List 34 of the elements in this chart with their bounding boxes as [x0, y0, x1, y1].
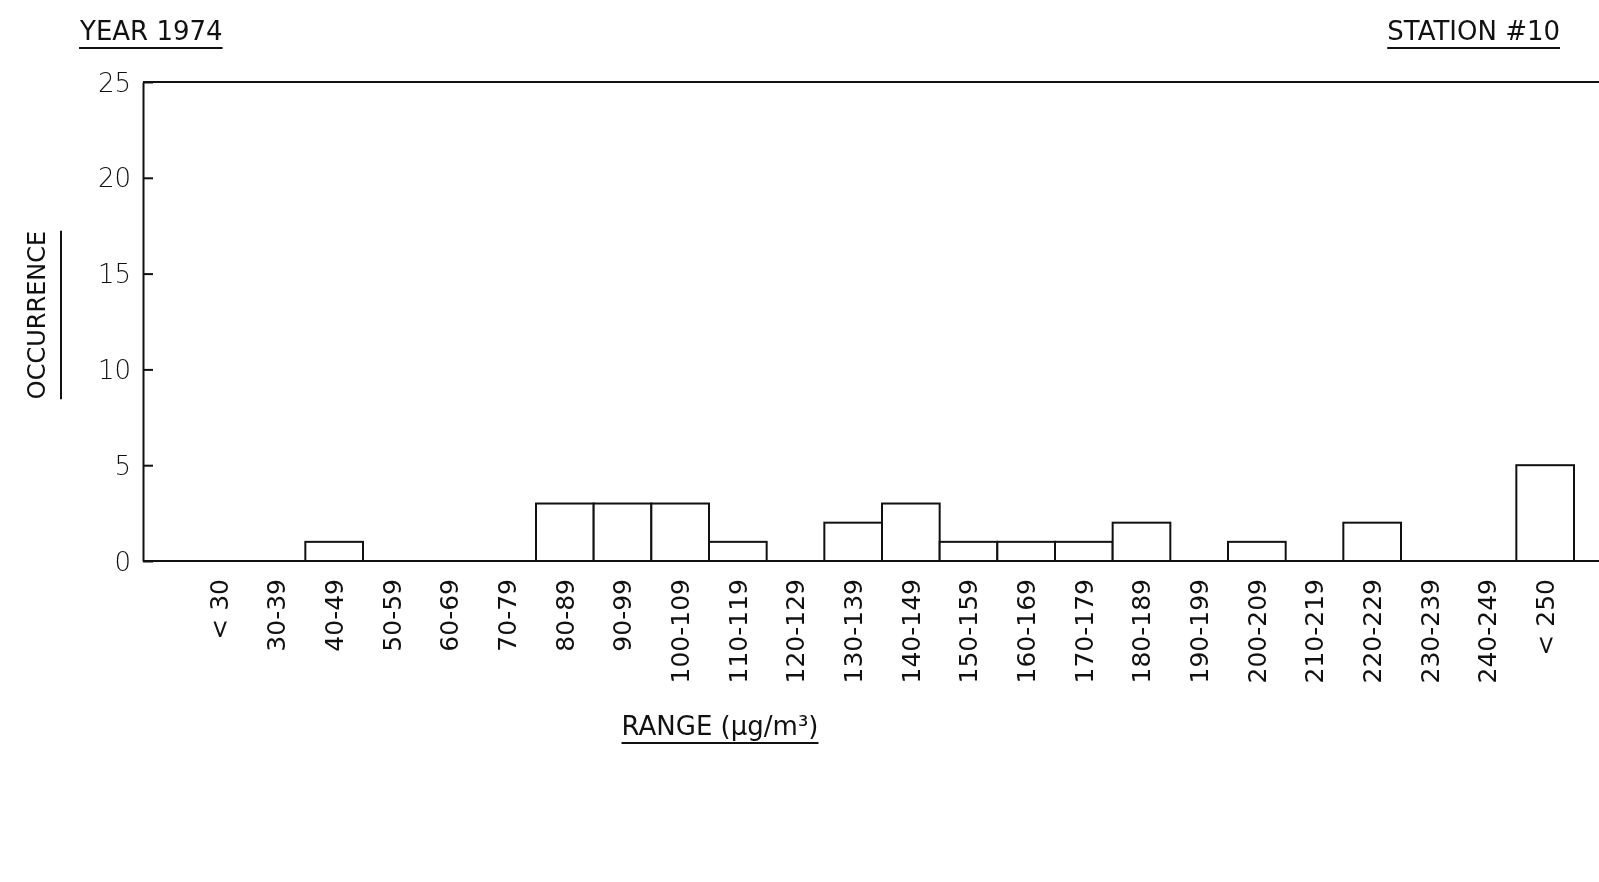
chart-subtitle: STATION #10 [1387, 16, 1560, 46]
x-tick-label: 70-79 [492, 579, 522, 652]
x-tick-label: < 30 [204, 579, 234, 640]
x-tick-label: 230-239 [1415, 579, 1445, 684]
x-tick-label: 120-129 [781, 579, 811, 684]
y-tick-label: 25 [97, 67, 131, 98]
x-tick-label: 110-119 [723, 579, 753, 684]
y-tick-label: 20 [97, 163, 131, 194]
x-tick-label: 190-199 [1184, 579, 1214, 684]
x-tick-label: 90-99 [608, 579, 638, 652]
y-tick-label: 15 [97, 259, 131, 290]
x-tick-label: 30-39 [262, 579, 292, 652]
x-tick-label: 210-219 [1300, 579, 1330, 684]
y-tick-label: 5 [114, 450, 131, 481]
x-tick-label: < 250 [1530, 579, 1560, 656]
x-tick-label: 60-69 [435, 579, 465, 652]
x-tick-label: 180-189 [1127, 579, 1157, 684]
x-axis-title: RANGE (µg/m³) [621, 711, 819, 741]
x-tick-label: 220-229 [1357, 579, 1387, 684]
x-tick-label: 140-149 [896, 579, 926, 684]
x-tick-label: 40-49 [319, 579, 349, 652]
x-tick-label: 200-209 [1242, 579, 1272, 684]
x-tick-label: 150-159 [954, 579, 984, 684]
y-tick-label: 0 [114, 546, 131, 577]
x-tick-label: 170-179 [1069, 579, 1099, 684]
chart-title: YEAR 1974 [79, 16, 223, 46]
y-axis-title: OCCURRENCE [23, 230, 51, 400]
x-tick-label: 80-89 [550, 579, 580, 652]
x-tick-label: 50-59 [377, 579, 407, 652]
x-tick-label: 100-109 [665, 579, 695, 684]
x-tick-label: 240-249 [1473, 579, 1503, 684]
x-tick-label: 160-169 [1011, 579, 1041, 684]
y-tick-label: 10 [97, 355, 131, 385]
x-tick-label: 130-139 [838, 579, 868, 684]
